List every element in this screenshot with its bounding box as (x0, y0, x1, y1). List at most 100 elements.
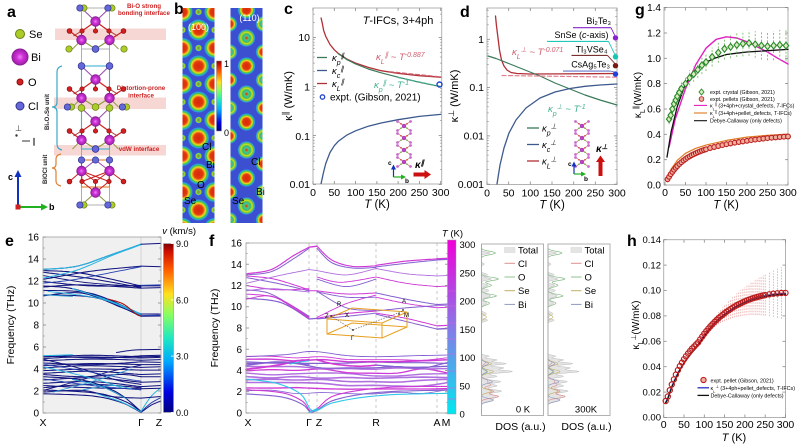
svg-text:200: 200 (460, 297, 476, 308)
svg-text:Bi: Bi (585, 300, 593, 311)
svg-text:Cl: Cl (585, 259, 594, 270)
svg-text:Cl: Cl (518, 259, 527, 270)
svg-text:8: 8 (236, 324, 242, 335)
svg-text:T (K): T (K) (539, 200, 565, 212)
svg-text:0.04: 0.04 (643, 362, 662, 373)
svg-text:100: 100 (696, 419, 714, 431)
svg-text:Bi₂Te₃: Bi₂Te₃ (586, 16, 611, 26)
svg-text:d: d (460, 4, 470, 21)
svg-text:50: 50 (678, 419, 690, 431)
svg-text:κL∥ (3+4ph+pellet_defects, T-I: κL∥ (3+4ph+pellet_defects, T-IFCs) (710, 109, 792, 119)
svg-text:16: 16 (28, 233, 40, 244)
svg-text:Cl: Cl (251, 157, 260, 168)
svg-text:12: 12 (28, 277, 40, 288)
svg-text:14: 14 (28, 255, 40, 266)
svg-text:Frequency (THz): Frequency (THz) (5, 286, 17, 365)
svg-text:0.6: 0.6 (647, 105, 661, 116)
svg-text:κ⊥ (W/mK): κ⊥ (W/mK) (447, 70, 462, 123)
svg-text:4: 4 (236, 366, 242, 377)
svg-text:14: 14 (231, 260, 243, 271)
svg-text:κ⊥: κ⊥ (596, 143, 608, 156)
svg-text:2: 2 (236, 387, 242, 398)
svg-text:150: 150 (718, 187, 736, 199)
svg-text:O: O (28, 77, 37, 89)
svg-text:expt. (Gibson, 2021): expt. (Gibson, 2021) (330, 93, 421, 104)
svg-text:T-IFCs, 3+4ph: T-IFCs, 3+4ph (363, 15, 434, 27)
svg-text:A: A (433, 417, 440, 429)
svg-text:X: X (345, 313, 349, 319)
svg-text:300: 300 (460, 240, 476, 251)
svg-text:O: O (518, 273, 525, 284)
svg-text:b: b (584, 176, 588, 183)
svg-text:e: e (5, 233, 14, 250)
svg-text:T (K): T (K) (442, 229, 463, 240)
svg-text:0: 0 (236, 409, 242, 420)
svg-text:Bi: Bi (256, 187, 265, 198)
svg-text:0.8: 0.8 (647, 79, 661, 90)
svg-text:Bi₂O₂Se unit: Bi₂O₂Se unit (45, 94, 51, 130)
svg-text:c: c (8, 172, 13, 182)
svg-text:50: 50 (460, 381, 471, 392)
svg-text:c: c (388, 160, 392, 167)
svg-text:bonding interface: bonding interface (118, 10, 170, 17)
svg-text:200: 200 (738, 187, 756, 199)
svg-text:Frequency (THz): Frequency (THz) (209, 289, 221, 368)
svg-text:0: 0 (662, 187, 668, 199)
svg-text:150: 150 (368, 187, 386, 199)
svg-text:Z: Z (325, 314, 329, 320)
svg-text:DOS (a.u.): DOS (a.u.) (561, 421, 611, 433)
svg-text:O: O (197, 180, 205, 191)
svg-text:100: 100 (460, 353, 476, 364)
svg-text:Total: Total (518, 246, 538, 257)
svg-text:Se: Se (29, 29, 42, 41)
svg-text:50: 50 (503, 188, 515, 200)
svg-text:16: 16 (231, 239, 243, 250)
svg-text:T (K): T (K) (722, 432, 746, 444)
svg-text:300K: 300K (575, 405, 598, 416)
svg-text:κL⊥ (3+4ph+pellet_defects, T-I: κL⊥ (3+4ph+pellet_defects, T-IFCs) (711, 384, 796, 394)
svg-text:Total: Total (585, 246, 605, 257)
svg-text:0.001: 0.001 (458, 179, 484, 191)
svg-text:0.06: 0.06 (643, 337, 662, 348)
svg-text:X: X (244, 417, 251, 429)
svg-text:BiOCl unit: BiOCl unit (43, 155, 49, 184)
svg-text:h: h (627, 233, 637, 250)
svg-text:T (K): T (K) (713, 200, 739, 212)
svg-text:0: 0 (33, 409, 39, 420)
svg-text:Bi: Bi (206, 160, 215, 171)
svg-text:0.01: 0.01 (464, 131, 485, 143)
svg-text:Se: Se (184, 196, 197, 207)
svg-text:a: a (7, 4, 16, 21)
svg-text:κL∥ (3+4ph+crystal_defects, T-: κL∥ (3+4ph+crystal_defects, T-IFCs) (710, 101, 795, 111)
svg-text:1.0: 1.0 (647, 54, 661, 65)
svg-text:0.01: 0.01 (290, 179, 311, 191)
svg-text:9.0: 9.0 (176, 239, 189, 249)
svg-text:∥: ∥ (32, 137, 36, 146)
svg-text:Cl: Cl (28, 101, 38, 113)
svg-text:50: 50 (680, 187, 692, 199)
svg-text:c: c (568, 161, 572, 168)
svg-text:expt. pellets (Gibson, 2021): expt. pellets (Gibson, 2021) (710, 97, 775, 103)
svg-text:b: b (49, 202, 55, 212)
svg-text:κ∥ (W/mK): κ∥ (W/mK) (281, 71, 296, 121)
svg-text:1: 1 (224, 59, 229, 69)
svg-text:50: 50 (328, 187, 340, 199)
svg-text:6: 6 (33, 343, 39, 354)
svg-text:0.14: 0.14 (643, 235, 662, 246)
svg-text:R: R (372, 417, 380, 429)
svg-text:0.00: 0.00 (643, 413, 662, 424)
svg-text:0: 0 (460, 410, 465, 421)
svg-text:100: 100 (347, 187, 365, 199)
svg-text:g: g (635, 2, 645, 19)
svg-text:0.10: 0.10 (643, 286, 662, 297)
svg-text:300: 300 (608, 188, 626, 200)
svg-text:b: b (405, 178, 409, 185)
svg-text:0.2: 0.2 (647, 155, 661, 166)
svg-text:300: 300 (432, 187, 450, 199)
svg-text:2: 2 (33, 387, 39, 398)
svg-text:Cl: Cl (202, 142, 211, 153)
svg-text:Se: Se (518, 286, 530, 297)
svg-text:Bi: Bi (31, 52, 41, 64)
svg-text:0.1: 0.1 (469, 82, 484, 94)
svg-text:κ∥: κ∥ (415, 159, 426, 172)
